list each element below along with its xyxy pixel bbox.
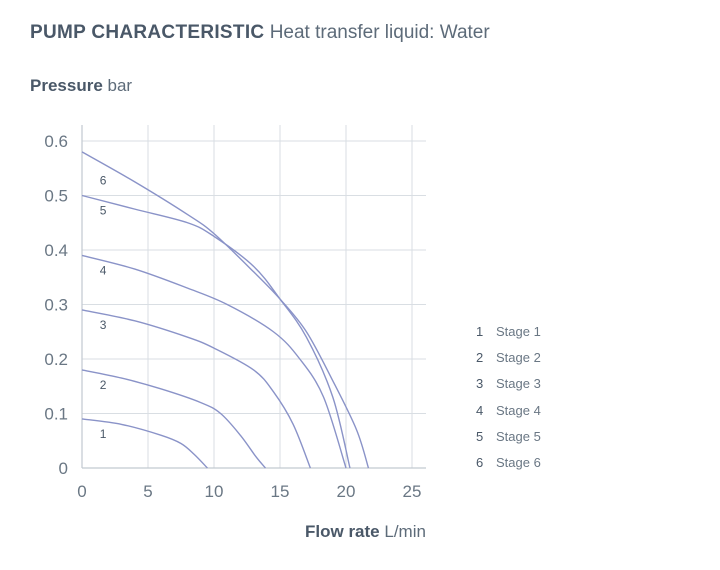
legend-item-stage-5: 5 Stage 5 [476,427,541,453]
legend-number: 3 [476,376,484,392]
legend-label: Stage 6 [496,454,541,470]
y-tick-label: 0.2 [44,350,68,369]
legend-number: 5 [476,428,484,444]
legend-item-stage-4: 4 Stage 4 [476,401,541,427]
y-tick-label: 0.4 [44,241,68,260]
legend-number: 2 [476,350,484,366]
x-tick-label: 15 [271,482,290,501]
legend-item-stage-6: 6 Stage 6 [476,453,541,479]
legend-label: Stage 2 [496,350,541,366]
legend-label: Stage 5 [496,428,541,444]
legend-number: 6 [476,454,484,470]
x-tick-label: 0 [77,482,86,501]
y-tick-label: 0.3 [44,296,68,315]
legend-number: 4 [476,402,484,418]
y-tick-label: 0 [59,459,68,478]
series-line-stage-3 [81,309,312,469]
legend-label: Stage 1 [496,324,541,339]
legend-item-stage-3: 3 Stage 3 [476,374,541,400]
x-axis-name: Flow rate [305,522,380,541]
curve-label-stage-3: 3 [100,318,107,332]
legend-item-stage-1: 1 Stage 1 [476,322,541,348]
chart-legend: 1 Stage 1 2 Stage 2 3 Stage 3 4 Stage 4 5 Stage 5… [476,322,541,479]
curve-label-stage-5: 5 [100,204,107,218]
series-line-stage-4 [81,254,347,469]
series-line-stage-2 [81,369,267,469]
legend-number: 1 [476,324,484,339]
curve-label-stage-4: 4 [100,264,107,278]
curve-label-stage-1: 1 [100,427,107,441]
x-tick-label: 25 [403,482,422,501]
series-line-stage-6 [81,151,370,469]
y-axis-name: Pressure [30,76,103,95]
legend-label: Stage 3 [496,376,541,392]
curve-label-stage-2: 2 [100,378,107,392]
y-tick-label: 0.6 [44,132,68,151]
curve-label-stage-6: 6 [100,174,107,188]
x-tick-label: 5 [143,482,152,501]
series-line-stage-5 [81,194,351,469]
y-axis-unit: bar [107,76,133,95]
chart-title-main: PUMP CHARACTERISTIC [30,22,265,43]
legend-label: Stage 4 [496,402,541,418]
y-tick-label: 0.5 [44,187,68,206]
chart-title-subtitle: Heat transfer liquid: Water [269,22,490,43]
y-tick-label: 0.1 [44,405,68,424]
series-line-stage-1 [81,418,208,469]
legend-item-stage-2: 2 Stage 2 [476,348,541,374]
x-tick-label: 10 [205,482,224,501]
x-axis-unit: L/min [384,522,426,541]
x-tick-label: 20 [337,482,356,501]
chart-title: PUMP CHARACTERISTIC Heat transfer liquid… [30,22,490,44]
x-axis-label: Flow rate L/min [305,522,426,542]
y-axis-label: Pressure bar [30,76,132,96]
